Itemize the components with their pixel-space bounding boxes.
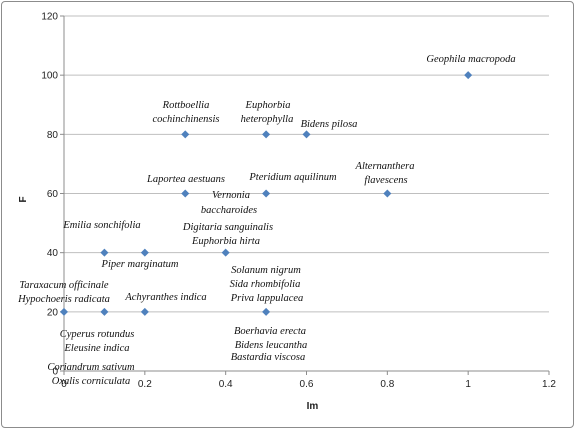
point-label: Euphorbia hirta bbox=[191, 236, 260, 247]
data-point bbox=[221, 248, 230, 257]
point-label: Taraxacum officinale bbox=[19, 280, 108, 291]
data-point bbox=[262, 307, 271, 316]
y-tick-label: 120 bbox=[41, 12, 58, 23]
point-label: Laportea aestuans bbox=[146, 174, 225, 185]
y-tick-label: 100 bbox=[41, 71, 58, 82]
point-label: Digitaria sanguinalis bbox=[182, 222, 273, 233]
data-point bbox=[100, 307, 109, 316]
point-label: Bidens leucantha bbox=[235, 340, 308, 351]
y-tick-label: 40 bbox=[47, 248, 59, 259]
x-tick-label: 0.2 bbox=[138, 379, 152, 390]
data-point bbox=[181, 189, 190, 198]
data-point bbox=[262, 189, 271, 198]
y-tick-label: 80 bbox=[47, 130, 59, 141]
point-label: Eleusine indica bbox=[63, 343, 129, 354]
data-point bbox=[302, 130, 311, 139]
point-label: baccharoides bbox=[201, 205, 257, 216]
data-point bbox=[383, 189, 392, 198]
point-label: Geophila macropoda bbox=[426, 54, 515, 65]
y-tick-label: 20 bbox=[47, 307, 59, 318]
point-label: Cyperus rotundus bbox=[60, 329, 135, 340]
point-label: Boerhavia erecta bbox=[234, 326, 306, 337]
x-tick-label: 1 bbox=[465, 379, 471, 390]
x-tick-label: 0 bbox=[61, 379, 67, 390]
point-label: Hypochoeris radicata bbox=[17, 294, 110, 305]
point-label: Sida rhombifolia bbox=[230, 279, 301, 290]
x-tick-label: 0.6 bbox=[300, 379, 314, 390]
point-label: Rottboellia bbox=[162, 100, 210, 111]
data-point bbox=[262, 130, 271, 139]
x-tick-label: 1.2 bbox=[542, 379, 556, 390]
point-label: Euphorbia bbox=[245, 100, 291, 111]
point-label: Alternanthera bbox=[355, 161, 415, 172]
point-label: Bidens pilosa bbox=[301, 119, 358, 130]
x-axis-title: Im bbox=[307, 401, 319, 412]
point-label: Emilia sonchifolia bbox=[62, 220, 140, 231]
data-point bbox=[464, 71, 473, 80]
point-label: Solanum nigrum bbox=[231, 265, 301, 276]
data-point bbox=[60, 307, 68, 316]
point-label: flavescens bbox=[364, 175, 407, 186]
data-point bbox=[181, 130, 190, 139]
point-label: heterophylla bbox=[241, 114, 294, 125]
point-label: cochinchinensis bbox=[152, 114, 219, 125]
point-label: Piper marginatum bbox=[101, 259, 179, 270]
point-label: Vernonia bbox=[212, 190, 250, 201]
point-label: Oxalis corniculata bbox=[52, 376, 130, 387]
x-tick-label: 0.8 bbox=[380, 379, 394, 390]
point-label: Achyranthes indica bbox=[124, 292, 206, 303]
point-label: Priva lappulacea bbox=[230, 293, 304, 304]
y-tick-label: 0 bbox=[52, 367, 58, 378]
y-tick-label: 60 bbox=[47, 189, 59, 200]
data-point bbox=[140, 307, 149, 316]
data-point bbox=[100, 248, 109, 257]
point-label: Pteridium aquilinum bbox=[248, 172, 337, 183]
x-tick-label: 0.4 bbox=[219, 379, 233, 390]
point-label: Coriandrum sativum bbox=[47, 362, 135, 373]
y-axis-title: F bbox=[18, 196, 29, 202]
point-label: Bastardia viscosa bbox=[231, 352, 306, 363]
data-point bbox=[140, 248, 149, 257]
